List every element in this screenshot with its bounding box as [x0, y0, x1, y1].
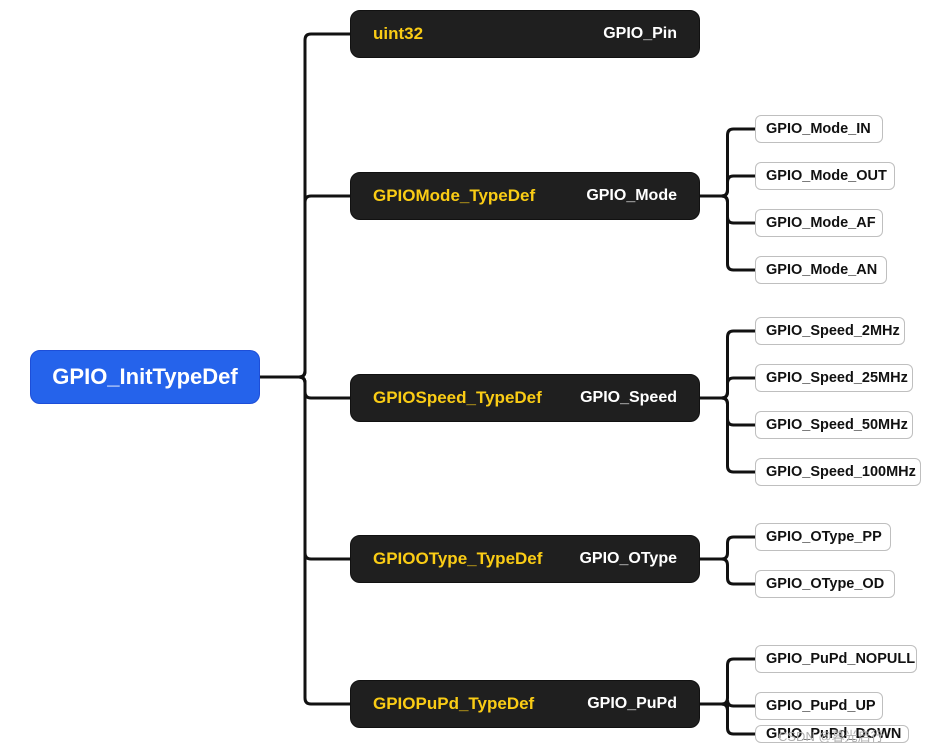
member-node-otype: GPIOOType_TypeDef GPIO_OType: [350, 535, 700, 583]
member-name: GPIO_Speed: [580, 389, 677, 407]
member-name: GPIO_Pin: [603, 25, 677, 43]
member-type: GPIOSpeed_TypeDef: [373, 388, 542, 408]
leaf-node: GPIO_Mode_OUT: [755, 162, 895, 190]
member-name: GPIO_OType: [579, 550, 677, 568]
member-name: GPIO_PuPd: [587, 695, 677, 713]
member-type: GPIOOType_TypeDef: [373, 549, 542, 569]
member-node-pupd: GPIOPuPd_TypeDef GPIO_PuPd: [350, 680, 700, 728]
member-node-mode: GPIOMode_TypeDef GPIO_Mode: [350, 172, 700, 220]
connector: [700, 559, 755, 584]
leaf-node: GPIO_Speed_25MHz: [755, 364, 913, 392]
connector: [700, 537, 755, 559]
connector: [260, 377, 350, 559]
leaf-node: GPIO_Speed_100MHz: [755, 458, 921, 486]
connector: [260, 34, 350, 377]
watermark: CSDN @暮光启行: [778, 726, 884, 743]
leaf-node: GPIO_Speed_50MHz: [755, 411, 913, 439]
connector: [700, 659, 755, 704]
leaf-node: GPIO_Mode_AN: [755, 256, 887, 284]
connector: [700, 700, 755, 710]
leaf-node: GPIO_Speed_2MHz: [755, 317, 905, 345]
member-node-speed: GPIOSpeed_TypeDef GPIO_Speed: [350, 374, 700, 422]
leaf-node: GPIO_PuPd_UP: [755, 692, 883, 720]
connector: [260, 377, 350, 398]
leaf-node: GPIO_Mode_AF: [755, 209, 883, 237]
connector: [700, 176, 755, 196]
connector: [700, 196, 755, 223]
leaf-node: GPIO_PuPd_NOPULL: [755, 645, 917, 673]
member-type: GPIOMode_TypeDef: [373, 186, 535, 206]
member-node-pin: uint32 GPIO_Pin: [350, 10, 700, 58]
leaf-node: GPIO_Mode_IN: [755, 115, 883, 143]
connector: [700, 704, 755, 734]
connector: [700, 398, 755, 472]
member-name: GPIO_Mode: [586, 187, 677, 205]
connector: [700, 398, 755, 425]
connector: [700, 331, 755, 398]
root-node: GPIO_InitTypeDef: [30, 350, 260, 404]
connector: [700, 378, 755, 398]
connector: [260, 377, 350, 704]
connector: [260, 196, 350, 377]
member-type: uint32: [373, 24, 423, 44]
connector: [700, 129, 755, 196]
connector: [700, 196, 755, 270]
member-type: GPIOPuPd_TypeDef: [373, 694, 534, 714]
leaf-node: GPIO_OType_OD: [755, 570, 895, 598]
leaf-node: GPIO_OType_PP: [755, 523, 891, 551]
